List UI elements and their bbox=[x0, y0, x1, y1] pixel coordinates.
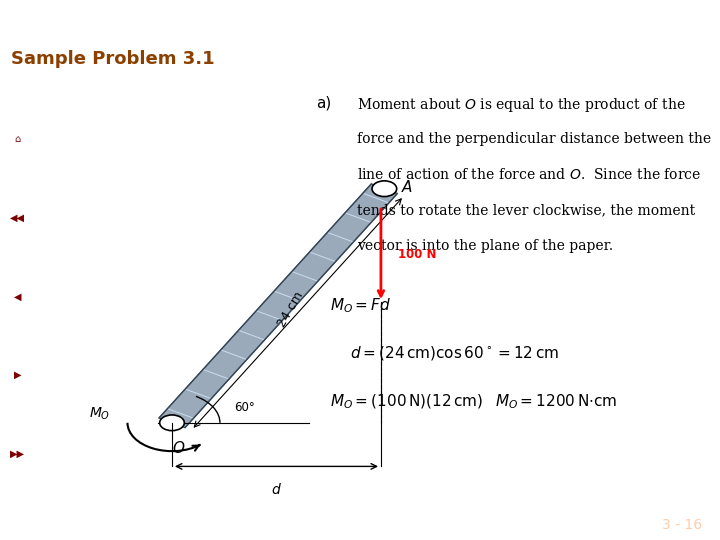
FancyBboxPatch shape bbox=[4, 431, 32, 484]
Text: $M_O = Fd$: $M_O = Fd$ bbox=[330, 296, 391, 315]
Text: ▶: ▶ bbox=[14, 370, 22, 380]
FancyBboxPatch shape bbox=[4, 118, 32, 170]
FancyBboxPatch shape bbox=[4, 353, 32, 406]
Text: $M_O$: $M_O$ bbox=[89, 406, 110, 422]
Text: 60°: 60° bbox=[234, 401, 254, 414]
Text: a): a) bbox=[316, 96, 331, 111]
Text: $A$: $A$ bbox=[402, 179, 414, 194]
Text: ▶▶: ▶▶ bbox=[10, 448, 25, 458]
Text: ◀◀: ◀◀ bbox=[10, 213, 25, 223]
Text: 24 cm: 24 cm bbox=[275, 289, 305, 329]
Text: tends to rotate the lever clockwise, the moment: tends to rotate the lever clockwise, the… bbox=[357, 203, 695, 217]
Text: Moment about $O$ is equal to the product of the: Moment about $O$ is equal to the product… bbox=[357, 96, 685, 114]
Text: $M_O = (100\,\mathrm{N})(12\,\mathrm{cm})$: $M_O = (100\,\mathrm{N})(12\,\mathrm{cm}… bbox=[330, 392, 483, 411]
FancyBboxPatch shape bbox=[4, 274, 32, 327]
Text: Vector Mechanics for Engineers:  Statics: Vector Mechanics for Engineers: Statics bbox=[11, 10, 582, 34]
Text: $d = (24\,\mathrm{cm})\cos 60^\circ = 12\,\mathrm{cm}$: $d = (24\,\mathrm{cm})\cos 60^\circ = 12… bbox=[350, 345, 559, 362]
Text: $d$: $d$ bbox=[271, 482, 282, 497]
Circle shape bbox=[160, 415, 184, 430]
Polygon shape bbox=[159, 184, 397, 428]
Text: 100 N: 100 N bbox=[398, 248, 436, 261]
Text: Sample Problem 3.1: Sample Problem 3.1 bbox=[11, 50, 215, 68]
Text: ◀: ◀ bbox=[14, 292, 22, 301]
Text: vector is into the plane of the paper.: vector is into the plane of the paper. bbox=[357, 239, 613, 253]
FancyBboxPatch shape bbox=[4, 196, 32, 248]
Circle shape bbox=[372, 181, 397, 197]
Text: ⌂: ⌂ bbox=[14, 134, 21, 144]
Text: line of action of the force and $O$.  Since the force: line of action of the force and $O$. Sin… bbox=[357, 167, 701, 183]
Text: $M_O = 1200\,\mathrm{N{\cdot}cm}$: $M_O = 1200\,\mathrm{N{\cdot}cm}$ bbox=[495, 392, 617, 411]
Text: $O$: $O$ bbox=[172, 440, 186, 456]
Text: 3 - 16: 3 - 16 bbox=[662, 518, 702, 532]
Text: force and the perpendicular distance between the: force and the perpendicular distance bet… bbox=[357, 132, 711, 146]
